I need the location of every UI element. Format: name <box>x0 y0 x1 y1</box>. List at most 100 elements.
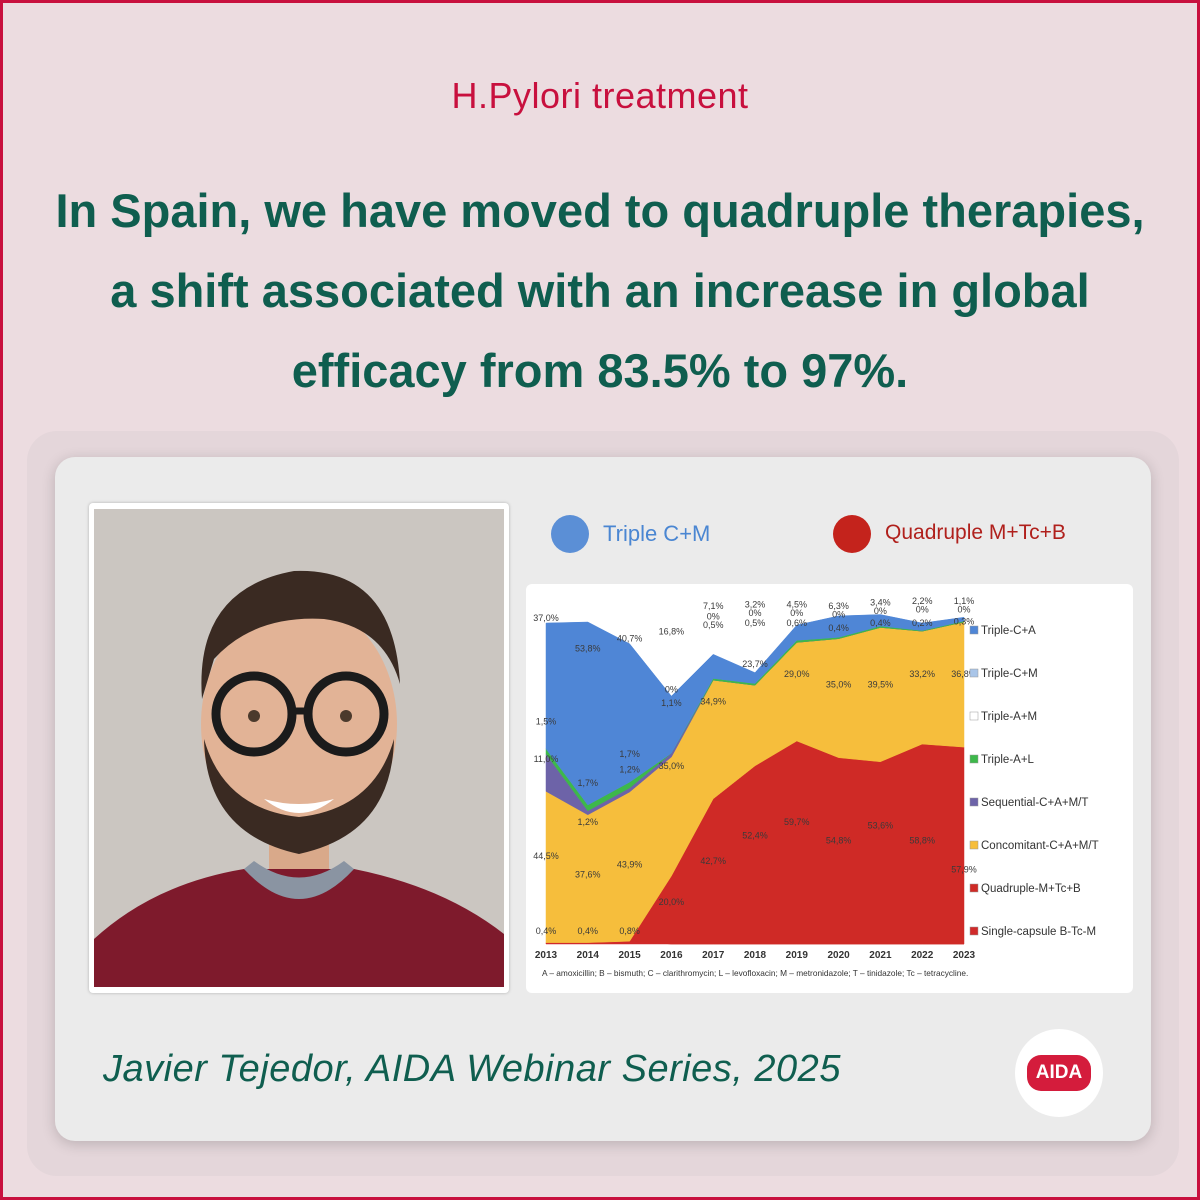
legend-item-quadruple: Quadruple M+Tc+B <box>833 515 1133 555</box>
red-dot-icon <box>833 515 871 553</box>
area-triple-c-a <box>545 614 965 806</box>
data-label: 0,4% <box>578 926 599 936</box>
legend-label-sequential-c-a-m-t: Sequential-C+A+M/T <box>981 797 1088 809</box>
data-label: 0% <box>665 684 678 694</box>
data-label: 1,1% <box>661 698 682 708</box>
x-tick-label: 2015 <box>618 950 641 961</box>
data-label: 1,5% <box>536 717 557 727</box>
legend-swatch-triple-a-l <box>969 754 979 764</box>
aida-logo-text: AIDA <box>1027 1055 1091 1091</box>
data-label: 0% <box>707 611 720 621</box>
data-label: 1,2% <box>578 817 599 827</box>
data-label: 54,8% <box>826 836 852 846</box>
data-label: 0,3% <box>954 616 975 626</box>
data-label: 43,9% <box>617 860 643 870</box>
data-label: 58,8% <box>909 836 935 846</box>
x-tick-label: 2020 <box>827 950 850 961</box>
data-label: 57,9% <box>951 865 977 875</box>
speaker-photo <box>89 503 509 993</box>
data-label: 11,0% <box>534 754 559 764</box>
data-label: 0,4% <box>828 623 849 633</box>
data-label: 0,6% <box>787 618 808 628</box>
chart-footnote: A – amoxicillin; B – bismuth; C – clarit… <box>542 968 968 978</box>
data-label: 59,7% <box>784 817 810 827</box>
data-label: 0,5% <box>703 620 724 630</box>
x-tick-label: 2014 <box>577 950 600 961</box>
data-label: 16,8% <box>659 627 685 637</box>
data-label: 35,0% <box>826 679 852 689</box>
citation: Javier Tejedor, AIDA Webinar Series, 202… <box>103 1048 841 1090</box>
legend-label-quadruple-m-tc-b: Quadruple-M+Tc+B <box>981 883 1081 895</box>
data-label: 0,8% <box>619 926 640 936</box>
data-label: 0% <box>790 608 803 618</box>
data-label: 33,2% <box>909 669 935 679</box>
data-label: 0,4% <box>536 926 557 936</box>
data-label: 34,9% <box>700 696 726 706</box>
legend-label-quadruple: Quadruple M+Tc+B <box>885 521 1066 544</box>
legend-swatch-concomitant-c-a-m-t <box>969 840 979 850</box>
data-label: 42,7% <box>700 856 726 866</box>
data-label: 2,2% <box>912 596 933 606</box>
data-label: 6,3% <box>828 601 849 611</box>
legend-swatch-triple-c-m <box>969 668 979 678</box>
x-tick-label: 2017 <box>702 950 725 961</box>
x-tick-label: 2013 <box>535 950 558 961</box>
x-tick-label: 2023 <box>953 950 976 961</box>
data-label: 29,0% <box>784 669 810 679</box>
data-label: 0% <box>916 605 929 615</box>
data-label: 0,4% <box>870 618 891 628</box>
data-label: 3,2% <box>745 599 766 609</box>
data-label: 0% <box>748 608 761 618</box>
data-label: 23,7% <box>742 659 768 669</box>
data-label: 36,8% <box>951 669 977 679</box>
data-label: 0% <box>874 606 887 616</box>
data-label: 53,8% <box>575 644 601 654</box>
legend-swatch-single-capsule-b-tc-m <box>969 926 979 936</box>
data-label: 0,5% <box>745 618 766 628</box>
legend-label-triple-a-l: Triple-A+L <box>981 754 1035 766</box>
legend-label-concomitant-c-a-m-t: Concomitant-C+A+M/T <box>981 840 1099 852</box>
legend-swatch-quadruple-m-tc-b <box>969 883 979 893</box>
speaker-portrait-illustration <box>94 509 504 987</box>
data-label: 44,5% <box>533 851 559 861</box>
aida-logo: AIDA <box>1015 1029 1103 1117</box>
legend-label-single-capsule-b-tc-m: Single-capsule B-Tc-M <box>981 926 1096 938</box>
data-label: 1,7% <box>619 749 640 759</box>
legend-label-triple-c-a: Triple-C+A <box>981 625 1036 637</box>
data-label: 0% <box>832 610 845 620</box>
data-label: 1,2% <box>619 764 640 774</box>
headline: In Spain, we have moved to quadruple the… <box>55 184 1145 397</box>
data-label: 3,4% <box>870 598 891 608</box>
x-tick-label: 2018 <box>744 950 767 961</box>
blue-dot-icon <box>551 515 589 553</box>
x-tick-label: 2022 <box>911 950 934 961</box>
legend-label-triple-c-m: Triple-C+M <box>981 668 1038 680</box>
data-label: 37,0% <box>533 613 559 623</box>
chart-panel: 2013 2014 2015 2016 2017 2018 2019 2020 2021 2022… <box>526 584 1133 993</box>
x-tick-label: 2019 <box>786 950 809 961</box>
stacked-area-chart: 2013 2014 2015 2016 2017 2018 2019 2020 2021 2022… <box>533 596 1099 978</box>
data-label: 40,7% <box>617 633 643 643</box>
data-label: 4,5% <box>787 599 808 609</box>
legend-swatch-triple-c-a <box>969 625 979 635</box>
data-label: 52,4% <box>742 831 768 841</box>
data-label: 39,5% <box>868 679 894 689</box>
data-label: 1,1% <box>954 596 975 606</box>
x-tick-label: 2016 <box>660 950 683 961</box>
legend-swatch-sequential-c-a-m-t <box>969 797 979 807</box>
legend-item-triple: Triple C+M <box>551 515 791 555</box>
data-label: 37,6% <box>575 870 601 880</box>
legend-swatch-triple-a-m <box>969 711 979 721</box>
data-label: 7,1% <box>703 601 724 611</box>
data-label: 1,7% <box>578 778 599 788</box>
data-label: 53,6% <box>868 820 894 830</box>
data-label: 0,2% <box>912 618 933 628</box>
legend-label-triple: Triple C+M <box>603 521 711 546</box>
data-label: 35,0% <box>659 761 685 771</box>
eyebrow-title: H.Pylori treatment <box>451 75 749 116</box>
data-label: 0% <box>957 605 970 615</box>
data-label: 20,0% <box>659 897 685 907</box>
legend-label-triple-a-m: Triple-A+M <box>981 711 1037 723</box>
x-tick-label: 2021 <box>869 950 892 961</box>
